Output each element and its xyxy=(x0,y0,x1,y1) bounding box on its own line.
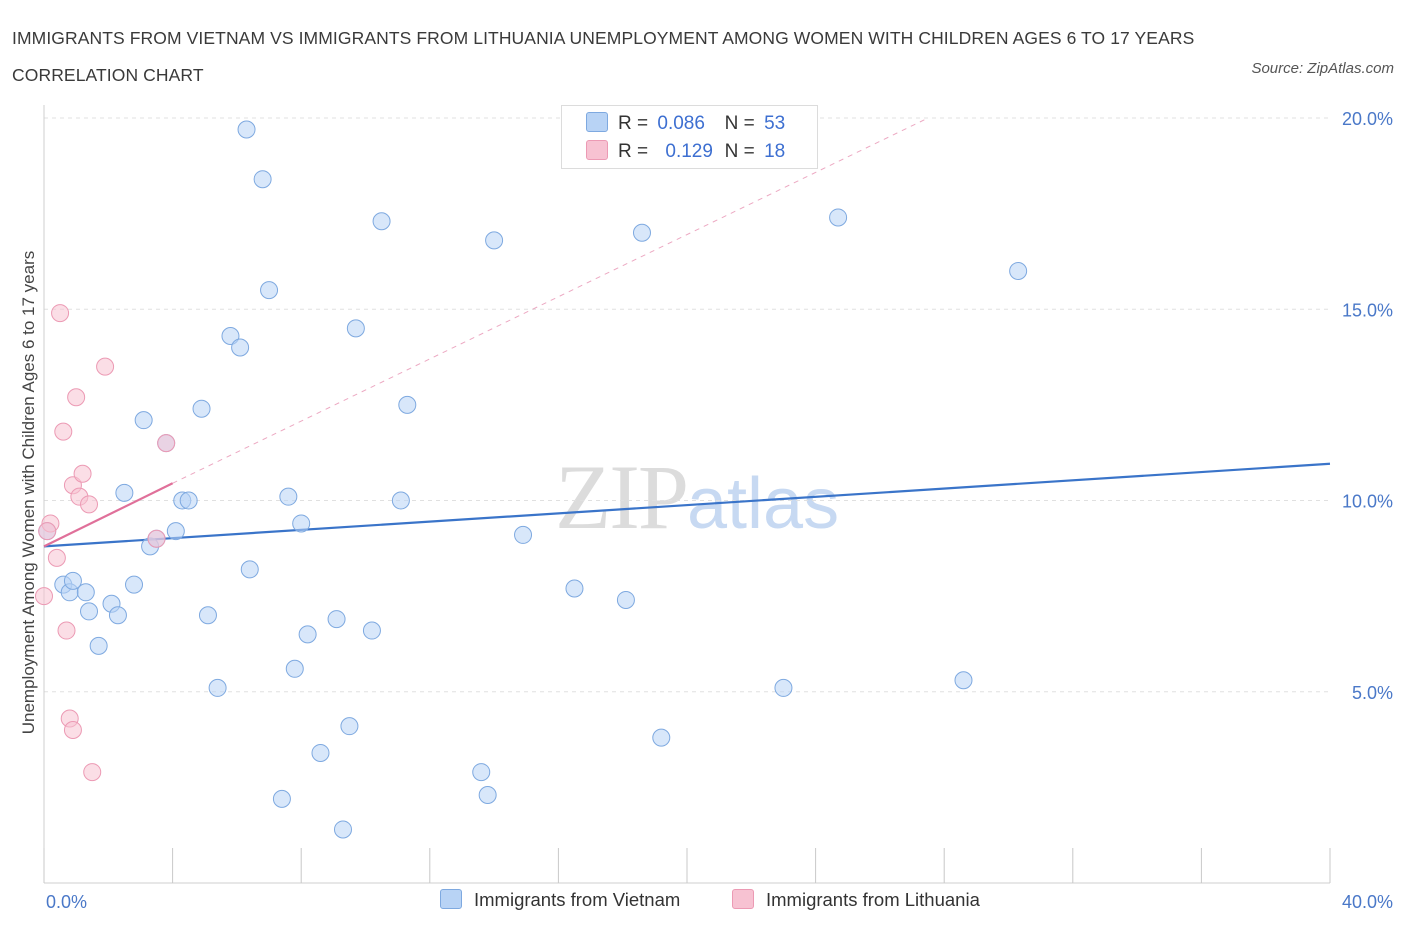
legend-swatch-vietnam xyxy=(586,112,608,132)
point-vietnam xyxy=(285,659,304,678)
y-tick-label: 15.0% xyxy=(1342,300,1393,320)
point-vietnam xyxy=(1009,262,1028,280)
y-tick-label: 5.0% xyxy=(1352,683,1393,703)
bottom-legend-lithuania: Immigrants from Lithuania xyxy=(732,889,980,911)
point-vietnam xyxy=(954,671,973,690)
point-lithuania xyxy=(35,587,53,606)
point-vietnam xyxy=(231,338,250,357)
source-label: Source: ZipAtlas.com xyxy=(1251,60,1394,77)
point-vietnam xyxy=(179,491,198,510)
grid-lines xyxy=(44,117,1330,693)
legend-r-label: R = xyxy=(618,141,649,162)
point-vietnam xyxy=(472,763,491,782)
point-vietnam xyxy=(260,281,279,300)
point-vietnam xyxy=(829,208,848,227)
point-vietnam xyxy=(565,579,584,598)
point-lithuania xyxy=(47,548,66,567)
point-vietnam xyxy=(774,678,793,697)
point-vietnam xyxy=(221,327,240,346)
point-vietnam xyxy=(237,120,256,139)
point-vietnam xyxy=(134,411,153,430)
point-lithuania xyxy=(147,529,166,548)
point-vietnam xyxy=(298,625,317,644)
point-lithuania xyxy=(54,422,73,441)
legend-swatch-lithuania xyxy=(586,140,608,160)
point-vietnam xyxy=(346,319,365,338)
point-lithuania xyxy=(63,721,82,739)
point-vietnam xyxy=(327,610,346,629)
point-vietnam xyxy=(632,223,651,242)
point-vietnam xyxy=(478,786,497,805)
trend-line-lithuania xyxy=(43,482,174,548)
legend-n-value: 18 xyxy=(764,141,786,162)
point-vietnam xyxy=(333,820,352,839)
point-vietnam xyxy=(208,678,227,697)
point-vietnam xyxy=(292,514,311,533)
point-vietnam xyxy=(166,522,185,541)
y-axis-title: Unemployment Among Women with Children A… xyxy=(19,251,38,735)
point-vietnam xyxy=(192,399,211,418)
legend-row-vietnam: R = 0.086 N = 53 xyxy=(586,112,785,138)
point-vietnam xyxy=(362,621,381,640)
x-tick-label: 0.0% xyxy=(46,892,87,912)
bottom-legend-vietnam: Immigrants from Vietnam xyxy=(440,889,680,911)
point-vietnam xyxy=(372,212,391,231)
legend-n-label: N = xyxy=(724,113,755,134)
bottom-legend-swatch-lithuania xyxy=(732,889,754,909)
trend-line-vietnam xyxy=(43,462,1331,548)
point-lithuania xyxy=(67,388,86,407)
point-vietnam xyxy=(76,583,95,602)
point-vietnam xyxy=(80,602,99,621)
point-vietnam xyxy=(108,606,127,625)
legend-r-value: 0.129 xyxy=(665,141,713,162)
point-vietnam xyxy=(391,491,410,510)
y-tick-label: 20.0% xyxy=(1342,109,1393,129)
legend-n-label: N = xyxy=(724,141,755,162)
point-vietnam xyxy=(652,728,671,747)
bottom-legend-label-vietnam: Immigrants from Vietnam xyxy=(474,889,681,910)
trend-line-lithuania-extension xyxy=(172,117,929,484)
point-lithuania xyxy=(51,304,70,323)
watermark-zip: ZIP xyxy=(555,446,689,548)
point-vietnam xyxy=(115,483,134,502)
axis-labels: 5.0% 10.0% 15.0% 20.0% 0.0% 40.0% Unemployment… xyxy=(19,109,1393,912)
point-vietnam xyxy=(272,789,291,808)
point-vietnam xyxy=(89,636,108,655)
point-vietnam xyxy=(340,717,359,736)
point-vietnam xyxy=(125,575,144,594)
point-lithuania xyxy=(38,522,57,541)
point-vietnam xyxy=(514,525,533,544)
point-lithuania xyxy=(83,763,102,782)
data-points xyxy=(35,120,1028,839)
point-lithuania xyxy=(157,434,176,453)
point-vietnam xyxy=(485,231,504,250)
bottom-legend-label-lithuania: Immigrants from Lithuania xyxy=(766,889,980,910)
point-vietnam xyxy=(253,170,272,189)
point-vietnam xyxy=(311,743,330,762)
legend-row-lithuania: R = 0.129 N = 18 xyxy=(586,140,785,166)
bottom-legend-swatch-vietnam xyxy=(440,889,462,909)
point-vietnam xyxy=(198,606,217,625)
chart-title: IMMIGRANTS FROM VIETNAM VS IMMIGRANTS FR… xyxy=(12,28,1195,85)
x-tick-label: 40.0% xyxy=(1342,892,1393,912)
point-lithuania xyxy=(96,357,115,376)
trend-lines xyxy=(43,117,1331,548)
point-lithuania xyxy=(80,495,99,514)
axes xyxy=(43,105,1331,884)
point-vietnam xyxy=(63,571,82,590)
point-vietnam xyxy=(240,560,259,579)
point-vietnam xyxy=(279,487,298,506)
y-tick-label: 10.0% xyxy=(1342,492,1393,512)
legend-n-value: 53 xyxy=(764,113,786,134)
legend-r-label: R = xyxy=(618,113,649,134)
point-lithuania xyxy=(73,464,92,483)
point-vietnam xyxy=(398,395,417,414)
legend-r-value: 0.086 xyxy=(657,113,705,134)
point-lithuania xyxy=(57,621,76,640)
stats-legend: R = 0.086 N = 53 R = 0.129 N = 18 xyxy=(561,105,818,169)
point-vietnam xyxy=(616,590,635,609)
